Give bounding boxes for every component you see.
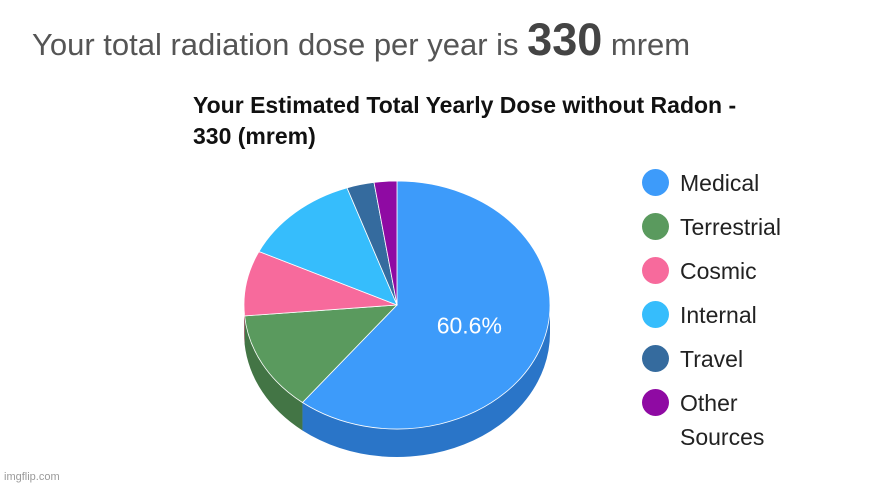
headline-value: 330 (527, 14, 603, 65)
pie-side-medical (302, 305, 550, 457)
watermark: imgflip.com (4, 471, 60, 483)
pie-slice-medical (301, 180, 551, 430)
legend-swatch (642, 169, 669, 196)
pie-tops (243, 180, 551, 430)
legend-item-internal: Internal (642, 295, 882, 339)
pie-label-medical: 60.6% (437, 312, 502, 338)
legend-label: Internal (680, 302, 757, 328)
pie-slice-other-sources (373, 180, 398, 306)
legend-label: Travel (680, 346, 744, 372)
legend-swatch (642, 257, 669, 284)
legend-label: Terrestrial (680, 214, 781, 240)
legend-label: Other Sources (680, 390, 765, 450)
pie-labels: 60.6% (437, 312, 502, 338)
legend-swatch (642, 389, 669, 416)
legend-item-terrestrial: Terrestrial (642, 207, 882, 251)
legend-label: Medical (680, 170, 760, 196)
legend-item-medical: Medical (642, 163, 882, 207)
legend-item-other-sources: Other Sources (642, 383, 882, 463)
chart-title: Your Estimated Total Yearly Dose without… (193, 90, 853, 152)
pie-side-terrestrial (244, 315, 303, 431)
headline-unit: mrem (610, 27, 691, 62)
legend-item-cosmic: Cosmic (642, 251, 882, 295)
legend-swatch (642, 301, 669, 328)
chart-title-line-2: 330 (mrem) (193, 123, 316, 149)
pie-slice-terrestrial (244, 304, 399, 404)
legend-label: Cosmic (680, 258, 757, 284)
headline-prefix: Your total radiation dose per year is (32, 27, 519, 62)
page-headline: Your total radiation dose per year is 33… (32, 14, 690, 66)
legend-swatch (642, 345, 669, 372)
pie-slice-internal (258, 187, 398, 306)
legend-item-travel: Travel (642, 339, 882, 383)
chart-legend: Medical Terrestrial Cosmic Internal Travel Ot… (642, 163, 882, 463)
chart-title-line-1: Your Estimated Total Yearly Dose without… (193, 92, 737, 118)
legend-swatch (642, 213, 669, 240)
